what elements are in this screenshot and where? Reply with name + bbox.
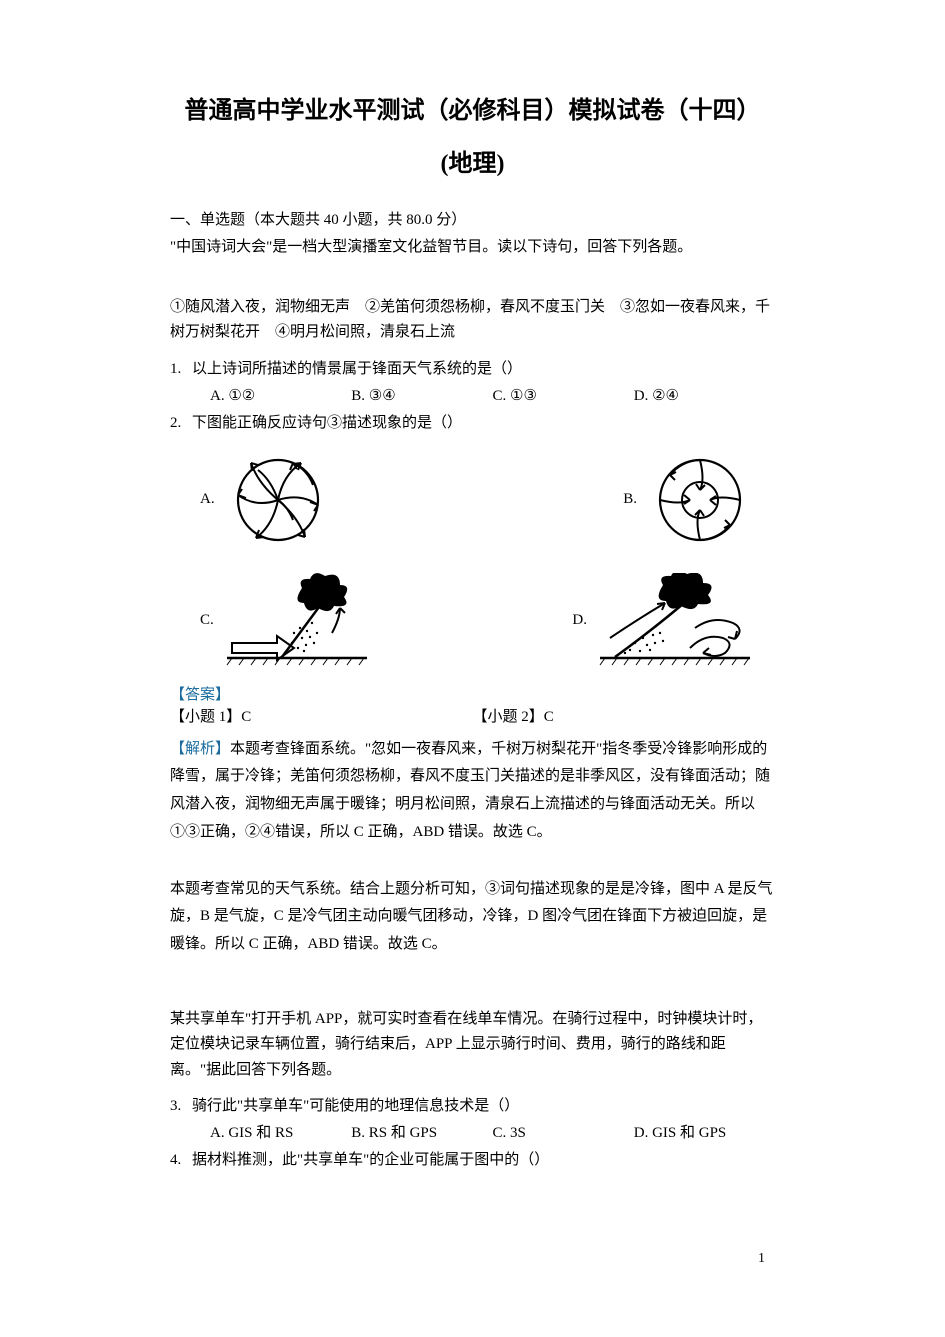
cold-front-icon: [222, 573, 372, 668]
intro-paragraph: "中国诗词大会"是一档大型演播室文化益智节目。读以下诗句，回答下列各题。: [170, 235, 775, 261]
option-c: C. 3S: [493, 1120, 634, 1147]
analysis-2: 本题考查常见的天气系统。结合上题分析可知，③词句描述现象的是是冷锋，图中 A 是…: [170, 876, 775, 959]
block2-intro: 某共享单车"打开手机 APP，就可实时查看在线单车情况。在骑行过程中，时钟模块计…: [170, 1007, 775, 1084]
question-2: 2. 下图能正确反应诗句③描述现象的是（）: [170, 410, 775, 437]
page-title: 普通高中学业水平测试（必修科目）模拟试卷（十四）: [170, 90, 775, 125]
answer-1-label: 【小题 1】: [170, 709, 241, 725]
diagram-a: A.: [200, 445, 333, 555]
cyclone-icon: [645, 445, 755, 555]
diagram-d: D.: [572, 573, 755, 668]
answer-2-value: C: [544, 709, 554, 725]
section-heading: 一、单选题（本大题共 40 小题，共 80.0 分）: [170, 208, 775, 229]
diagram-label: B.: [623, 491, 637, 508]
option-a: A. ①②: [210, 383, 351, 410]
option-a: A. GIS 和 RS: [210, 1120, 351, 1147]
page-number: 1: [758, 1251, 765, 1267]
diagram-row-1: A. B.: [170, 445, 775, 555]
question-number: 4.: [170, 1147, 192, 1174]
question-4: 4. 据材料推测，此"共享单车"的企业可能属于图中的（）: [170, 1147, 775, 1174]
page-subtitle: (地理): [170, 143, 775, 178]
question-3: 3. 骑行此"共享单车"可能使用的地理信息技术是（）: [170, 1093, 775, 1120]
option-d: D. ②④: [634, 383, 775, 410]
question-text: 下图能正确反应诗句③描述现象的是（）: [192, 410, 775, 437]
warm-front-icon: [595, 573, 755, 668]
analysis-1-text: 本题考查锋面系统。"忽如一夜春风来，千树万树梨花开"指冬季受冷锋影响形成的降雪，…: [170, 741, 770, 840]
question-text: 以上诗词所描述的情景属于锋面天气系统的是（）: [192, 356, 775, 383]
question-3-options: A. GIS 和 RS B. RS 和 GPS C. 3S D. GIS 和 G…: [170, 1120, 775, 1147]
analysis-label: 【解析】: [170, 741, 230, 757]
diagram-label: D.: [572, 612, 587, 629]
option-b: B. ③④: [351, 383, 492, 410]
diagram-c: C.: [200, 573, 372, 668]
diagram-row-2: C.: [170, 573, 775, 668]
question-1: 1. 以上诗词所描述的情景属于锋面天气系统的是（）: [170, 356, 775, 383]
option-b: B. RS 和 GPS: [351, 1120, 492, 1147]
diagram-label: A.: [200, 491, 215, 508]
question-number: 2.: [170, 410, 192, 437]
diagram-label: C.: [200, 612, 214, 629]
answer-heading: 【答案】: [170, 683, 775, 704]
answer-row: 【小题 1】C 【小题 2】C: [170, 704, 775, 731]
question-text: 据材料推测，此"共享单车"的企业可能属于图中的（）: [192, 1147, 775, 1174]
answer-2-label: 【小题 2】: [473, 709, 544, 725]
question-text: 骑行此"共享单车"可能使用的地理信息技术是（）: [192, 1093, 775, 1120]
answer-1-value: C: [241, 709, 251, 725]
question-1-options: A. ①② B. ③④ C. ①③ D. ②④: [170, 383, 775, 410]
analysis-1: 【解析】本题考查锋面系统。"忽如一夜春风来，千树万树梨花开"指冬季受冷锋影响形成…: [170, 736, 775, 847]
diagram-b: B.: [623, 445, 755, 555]
question-number: 1.: [170, 356, 192, 383]
option-d: D. GIS 和 GPS: [634, 1120, 775, 1147]
question-number: 3.: [170, 1093, 192, 1120]
option-c: C. ①③: [493, 383, 634, 410]
poem-list: ①随风潜入夜，润物细无声 ②羌笛何须怨杨柳，春风不度玉门关 ③忽如一夜春风来，千…: [170, 295, 775, 346]
anticyclone-icon: [223, 445, 333, 555]
analysis-2-text: 本题考查常见的天气系统。结合上题分析可知，③词句描述现象的是是冷锋，图中 A 是…: [170, 881, 773, 953]
